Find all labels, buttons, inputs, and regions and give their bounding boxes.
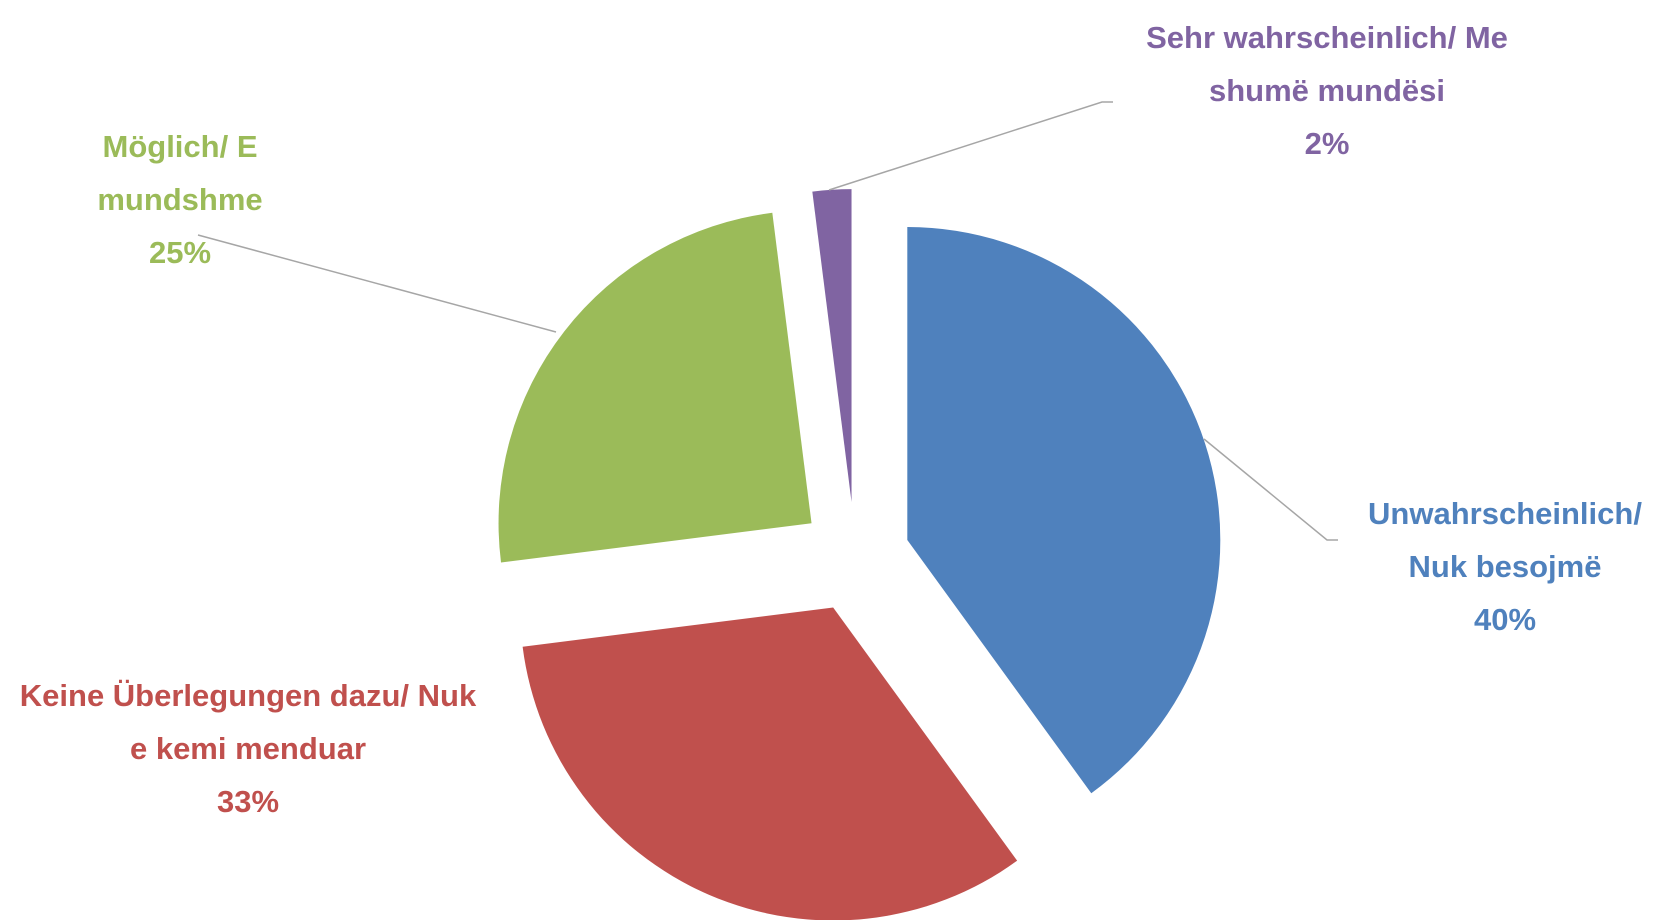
value-label: 40% [1473, 602, 1537, 637]
pie-slice [907, 227, 1221, 794]
pie-slice [498, 212, 812, 563]
value-label: 2% [1304, 126, 1350, 161]
slice-label: Keine Überlegungen dazu/ Nuk e kemi mend… [8, 669, 488, 828]
value-label: 33% [216, 784, 280, 819]
leader-line [197, 234, 557, 333]
leader-line [1203, 438, 1338, 541]
slice-label: Unwahrscheinlich/ Nuk besojmë 40% [1340, 487, 1670, 646]
category-label: Unwahrscheinlich/ Nuk besojmë [1368, 496, 1642, 584]
slice-label: Sehr wahrscheinlich/ Me shumë mundësi 2% [1137, 11, 1517, 170]
category-label: Sehr wahrscheinlich/ Me shumë mundësi [1146, 20, 1508, 108]
pie-slice [812, 189, 852, 503]
category-label: Möglich/ E mundshme [97, 129, 263, 217]
category-label: Keine Überlegungen dazu/ Nuk e kemi mend… [19, 678, 477, 766]
leader-line [828, 101, 1113, 191]
value-label: 25% [148, 235, 212, 270]
pie-slice [522, 607, 1018, 920]
slice-label: Möglich/ E mundshme 25% [70, 120, 290, 279]
